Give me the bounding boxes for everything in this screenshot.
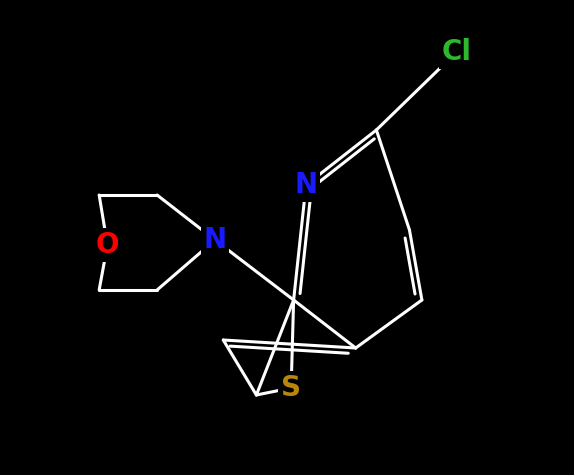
Text: N: N	[294, 171, 317, 199]
Text: N: N	[203, 226, 227, 254]
Text: S: S	[281, 374, 301, 402]
Text: O: O	[96, 231, 119, 259]
Text: Cl: Cl	[441, 38, 472, 66]
